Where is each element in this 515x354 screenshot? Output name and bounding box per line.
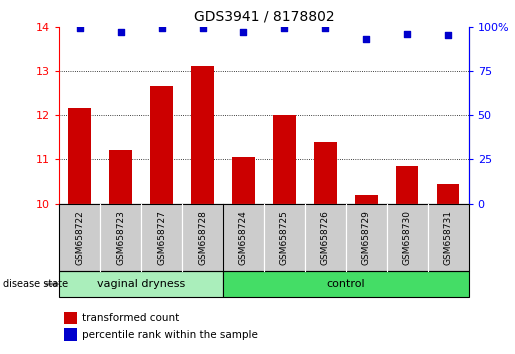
Text: GSM658727: GSM658727 — [157, 210, 166, 265]
Bar — [314, 142, 337, 204]
Bar — [68, 108, 91, 204]
Text: GSM658723: GSM658723 — [116, 210, 125, 265]
Text: vaginal dryness: vaginal dryness — [97, 279, 185, 289]
Text: GSM658722: GSM658722 — [75, 210, 84, 264]
Text: GSM658731: GSM658731 — [444, 210, 453, 265]
Point — [158, 25, 166, 31]
Point — [321, 25, 330, 31]
Text: GSM658724: GSM658724 — [239, 210, 248, 264]
Point — [280, 25, 288, 31]
Text: transformed count: transformed count — [82, 313, 180, 323]
Text: disease state: disease state — [3, 279, 67, 289]
Bar — [396, 166, 419, 204]
Bar — [232, 157, 255, 204]
Point — [362, 36, 370, 42]
Title: GDS3941 / 8178802: GDS3941 / 8178802 — [194, 10, 334, 24]
Text: GSM658730: GSM658730 — [403, 210, 411, 265]
Point — [403, 31, 411, 36]
Bar — [191, 67, 214, 204]
Text: percentile rank within the sample: percentile rank within the sample — [82, 330, 259, 339]
Point — [198, 25, 207, 31]
Text: GSM658726: GSM658726 — [321, 210, 330, 265]
Bar — [150, 86, 173, 204]
Bar — [437, 184, 459, 204]
Point — [444, 33, 452, 38]
Point — [76, 25, 84, 31]
Bar — [273, 115, 296, 204]
Text: control: control — [327, 279, 365, 289]
Text: GSM658725: GSM658725 — [280, 210, 289, 265]
Bar — [355, 195, 377, 204]
Text: GSM658728: GSM658728 — [198, 210, 207, 265]
Point — [116, 29, 125, 35]
Text: GSM658729: GSM658729 — [362, 210, 371, 265]
Point — [239, 29, 248, 35]
Bar — [109, 150, 132, 204]
